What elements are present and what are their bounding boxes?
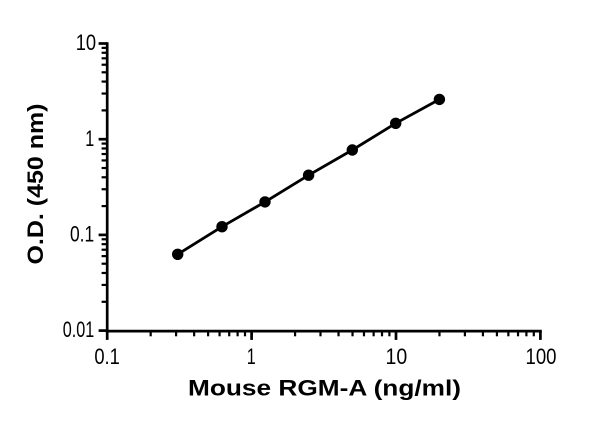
svg-text:0.1: 0.1 — [94, 344, 120, 369]
svg-text:O.D. (450 nm): O.D. (450 nm) — [23, 104, 48, 265]
svg-text:0.1: 0.1 — [70, 222, 94, 247]
svg-text:1: 1 — [85, 126, 94, 151]
svg-text:10: 10 — [76, 30, 96, 55]
svg-text:Mouse RGM-A (ng/ml): Mouse RGM-A (ng/ml) — [188, 375, 461, 400]
svg-text:0.01: 0.01 — [63, 317, 95, 342]
svg-text:1: 1 — [247, 344, 256, 369]
svg-text:10: 10 — [386, 344, 408, 369]
svg-text:100: 100 — [526, 344, 557, 369]
